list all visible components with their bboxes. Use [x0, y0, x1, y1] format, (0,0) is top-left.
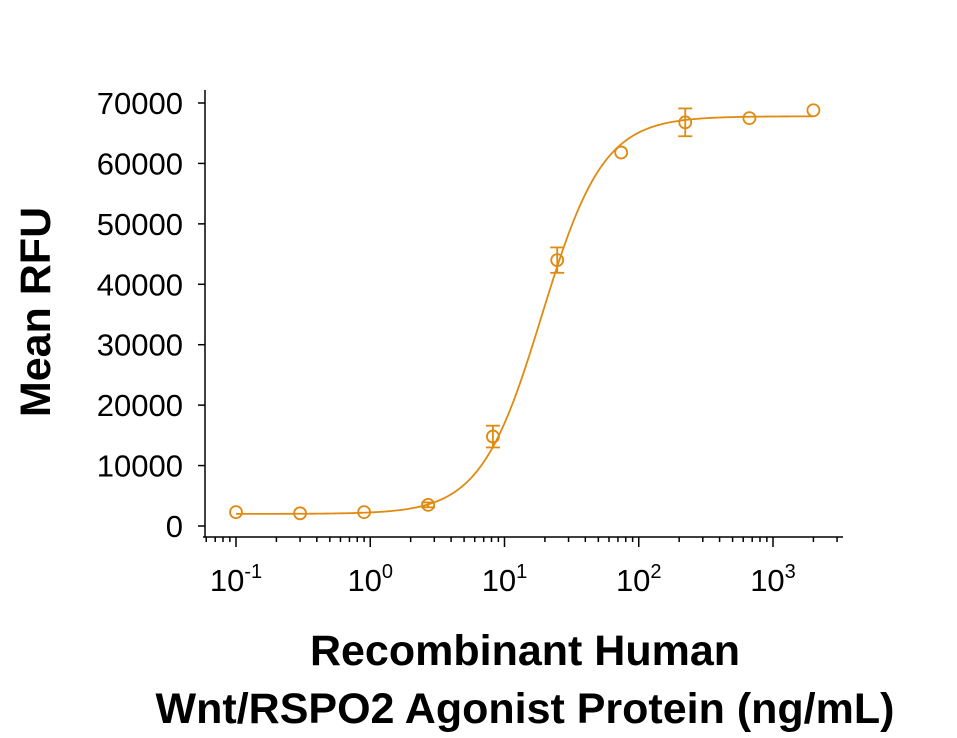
- y-tick-label: 50000: [97, 207, 183, 242]
- data-point: [293, 506, 307, 521]
- x-tick-label: 103: [750, 561, 796, 598]
- y-tick-label: 30000: [97, 328, 183, 363]
- x-tick-label: 101: [482, 561, 528, 598]
- data-point: [742, 111, 757, 126]
- y-tick-label: 60000: [97, 146, 183, 181]
- data-point: [806, 103, 821, 118]
- data-point: [421, 497, 436, 512]
- data-point: [357, 505, 372, 520]
- data-point: [550, 253, 565, 268]
- y-axis-title: Mean RFU: [12, 207, 60, 417]
- y-tick-label: 40000: [97, 267, 183, 302]
- fit-curve: [235, 115, 814, 515]
- y-tick-label: 0: [166, 509, 183, 544]
- data-point: [486, 429, 500, 444]
- x-axis: 10-1 100 101 102 103: [203, 536, 843, 598]
- data-point: [678, 115, 693, 130]
- y-tick-label: 10000: [97, 449, 183, 484]
- data-point: [614, 145, 629, 160]
- x-axis-title-line-2: Wnt/RSPO2 Agonist Protein (ng/mL): [156, 685, 895, 733]
- y-tick-label: 70000: [97, 86, 183, 121]
- y-tick-label: 20000: [97, 388, 183, 423]
- y-axis: 0 10000 20000 30000 40000 50000 60000 70000: [97, 86, 206, 544]
- x-tick-label: 102: [616, 561, 662, 598]
- x-tick-label: 10-1: [210, 561, 262, 598]
- data-point: [229, 505, 243, 520]
- data-points-layer: [229, 103, 821, 521]
- x-tick-label: 100: [347, 561, 393, 598]
- x-axis-title-line-1: Recombinant Human: [310, 627, 740, 675]
- fit-curve-layer: [235, 115, 814, 515]
